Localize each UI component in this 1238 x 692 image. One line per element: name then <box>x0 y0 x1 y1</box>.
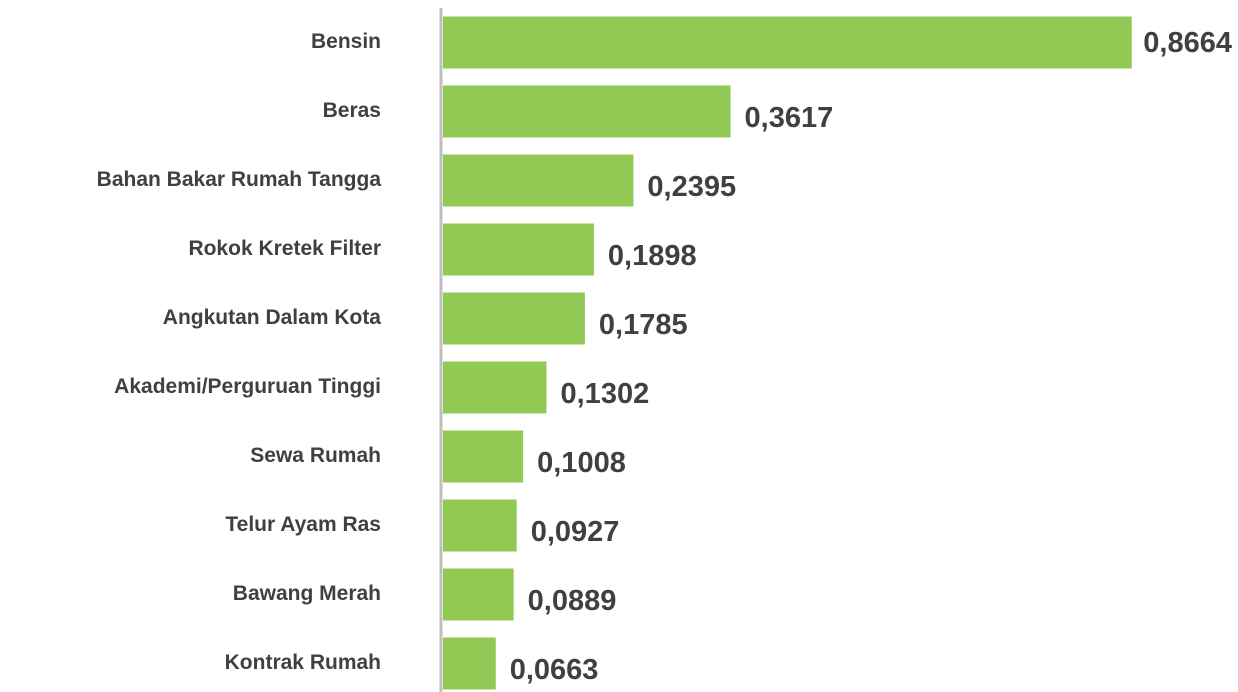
value-label: 0,1302 <box>561 378 650 410</box>
value-label: 0,1785 <box>599 309 688 341</box>
value-label: 0,0927 <box>531 516 620 548</box>
bar <box>443 568 514 621</box>
bar <box>443 361 547 414</box>
bar <box>443 85 731 138</box>
category-label: Akademi/Perguruan Tinggi <box>114 375 381 398</box>
value-label: 0,2395 <box>647 171 736 203</box>
bar <box>443 292 585 345</box>
category-label: Sewa Rumah <box>250 444 381 467</box>
bar <box>443 637 496 690</box>
bar <box>443 154 634 207</box>
bar <box>443 223 594 276</box>
value-label: 0,1898 <box>608 240 697 272</box>
bar <box>443 499 517 552</box>
category-label: Bensin <box>311 30 381 53</box>
bar <box>443 16 1132 69</box>
category-label: Kontrak Rumah <box>225 651 381 674</box>
value-label: 0,8664 <box>1143 27 1232 59</box>
category-label: Rokok Kretek Filter <box>188 237 381 260</box>
value-label: 0,0663 <box>510 654 599 686</box>
category-label: Telur Ayam Ras <box>225 513 381 536</box>
category-label: Bawang Merah <box>233 582 381 605</box>
value-label: 0,0889 <box>528 585 617 617</box>
value-label: 0,3617 <box>745 102 834 134</box>
value-label: 0,1008 <box>537 447 626 479</box>
category-label: Bahan Bakar Rumah Tangga <box>97 168 382 191</box>
category-label: Beras <box>323 99 381 122</box>
bar <box>443 430 524 483</box>
category-label: Angkutan Dalam Kota <box>163 306 382 329</box>
